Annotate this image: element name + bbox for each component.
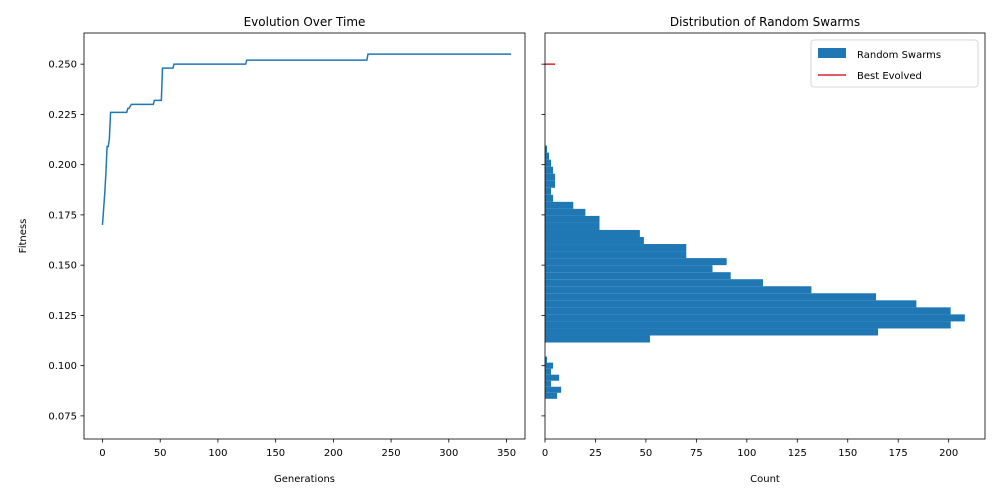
left-x-tick-label: 100 [208,448,227,459]
histogram-bar [545,300,917,308]
right-x-tick-label: 150 [838,448,857,459]
right-chart-title: Distribution of Random Swarms [670,15,860,29]
histogram-bar [545,362,554,369]
left-axis-ticks: 0 50 100 150 200 250 300 350 0.075 0.100 0.125 0.15… [48,60,516,459]
left-x-tick-label: 150 [266,448,285,459]
right-x-tick-label: 50 [640,448,653,459]
left-x-axis-label: Generations [274,474,335,485]
histogram-bar [545,286,812,294]
histogram-bar [545,328,879,336]
histogram-bar [545,251,687,259]
right-panel: Distribution of Random Swarms 0 25 50 75 100… [541,15,986,485]
histogram-bar [545,368,552,375]
left-panel: Evolution Over Time 0 50 100 150 200 250 300 35… [18,15,526,485]
left-x-tick-label: 0 [99,448,105,459]
histogram-bar [545,321,951,329]
histogram-bar [545,215,600,223]
left-chart-title: Evolution Over Time [244,15,366,29]
right-x-tick-label: 200 [939,448,958,459]
histogram-bar [545,279,763,287]
legend-box [810,39,979,88]
right-x-tick-label: 100 [737,448,756,459]
left-x-tick-label: 350 [497,448,516,459]
left-x-tick-label: 250 [382,448,401,459]
histogram-bar [545,166,554,174]
right-x-tick-label: 175 [889,448,908,459]
histogram-bar [545,335,650,343]
left-y-tick-label: 0.225 [48,110,77,121]
histogram-bar [545,374,560,381]
fitness-line [101,53,512,226]
histogram-bar [545,159,552,167]
left-x-tick-label: 300 [439,448,458,459]
legend-label-best-evolved: Best Evolved [857,71,922,82]
right-x-axis-label: Count [750,474,780,485]
left-y-axis-label: Fitness [18,219,29,254]
legend-swatch-random-swarms [818,48,846,58]
left-y-tick-label: 0.200 [48,160,77,171]
histogram-bar [545,380,552,387]
histogram-bar [545,180,556,188]
left-x-tick-label: 50 [154,448,167,459]
left-y-tick-label: 0.125 [48,311,77,322]
legend-label-random-swarms: Random Swarms [857,50,941,61]
histogram-bars [545,145,965,399]
histogram-bar [545,237,644,245]
right-plot-frame [544,32,986,440]
left-y-tick-label: 0.150 [48,261,77,272]
left-y-tick-label: 0.100 [48,361,77,372]
histogram-bar [545,386,562,393]
right-axis-ticks: 0 25 50 75 100 125 150 175 200 [541,63,958,459]
histogram-bar [545,272,731,280]
histogram-bar [545,265,713,273]
histogram-bar [545,145,548,153]
left-y-tick-label: 0.250 [48,60,77,71]
histogram-bar [545,293,877,301]
histogram-bar [545,356,548,363]
left-y-tick-label: 0.075 [48,411,77,422]
histogram-bar [545,194,554,202]
histogram-bar [545,229,640,238]
histogram-bar [545,201,574,209]
right-x-tick-label: 25 [589,448,602,459]
histogram-bar [545,208,586,216]
histogram-bar [545,392,558,399]
legend: Random Swarms Best Evolved [810,39,979,88]
histogram-bar [545,222,600,230]
left-x-tick-label: 200 [324,448,343,459]
left-plot-frame [83,32,526,440]
histogram-bar [545,173,556,181]
right-x-tick-label: 75 [690,448,703,459]
right-x-tick-label: 125 [788,448,807,459]
left-y-tick-label: 0.175 [48,210,77,221]
histogram-bar [545,314,965,322]
histogram-bar [545,187,552,195]
histogram-bar [545,258,727,266]
histogram-bar [545,152,550,160]
right-x-tick-label: 0 [542,448,548,459]
histogram-bar [545,307,951,315]
histogram-bar [545,244,687,252]
